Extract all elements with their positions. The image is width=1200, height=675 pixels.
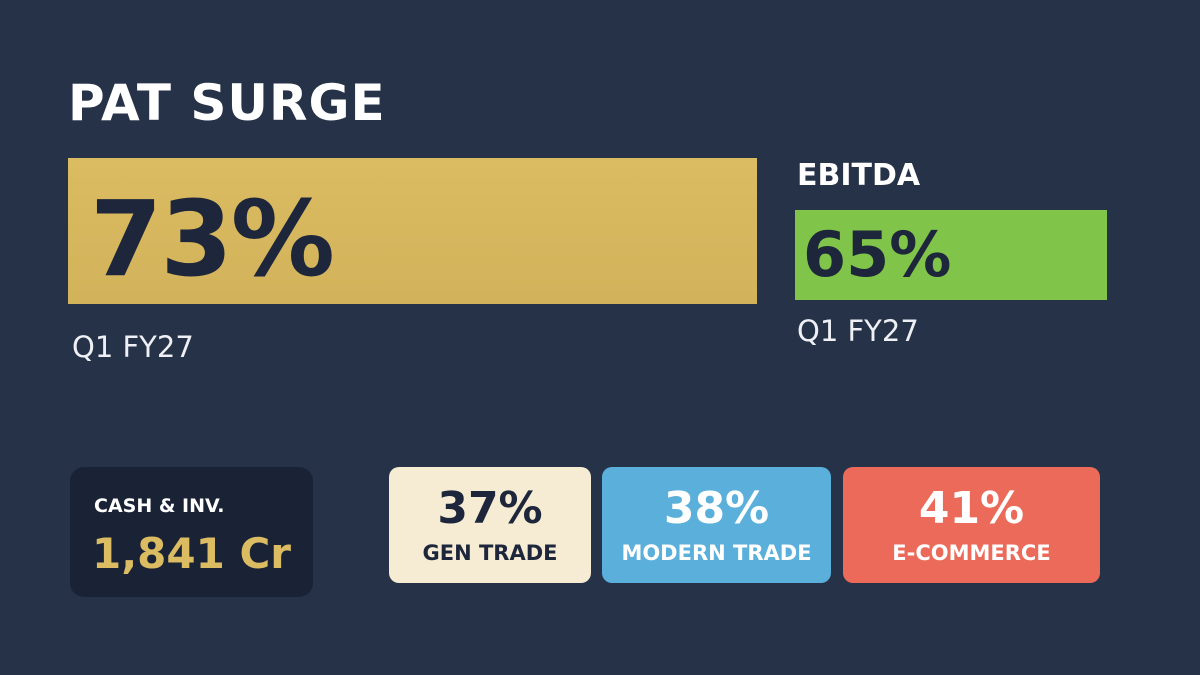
cash-label: CASH & INV. (94, 495, 225, 517)
headline-title: PAT SURGE (68, 74, 386, 132)
channel-card: 37% GEN TRADE (389, 467, 591, 583)
ebitda-value: 65% (803, 218, 952, 291)
headline-period: Q1 FY27 (72, 330, 194, 364)
headline-value: 73% (90, 178, 335, 300)
channel-label: MODERN TRADE (621, 541, 812, 565)
channel-value: 38% (663, 483, 770, 534)
cash-card: CASH & INV. 1,841 Cr (70, 467, 313, 597)
cash-value: 1,841 Cr (92, 529, 292, 578)
ebitda-panel: 65% (795, 210, 1107, 300)
ebitda-period: Q1 FY27 (797, 314, 919, 348)
channel-card: 38% MODERN TRADE (602, 467, 831, 583)
channel-label: E-COMMERCE (892, 541, 1051, 565)
headline-panel: 73% (68, 158, 757, 304)
channel-value: 41% (918, 483, 1025, 534)
channel-label: GEN TRADE (422, 541, 558, 565)
ebitda-title: EBITDA (797, 158, 921, 193)
channel-value: 37% (437, 483, 543, 534)
channel-card: 41% E-COMMERCE (843, 467, 1100, 583)
